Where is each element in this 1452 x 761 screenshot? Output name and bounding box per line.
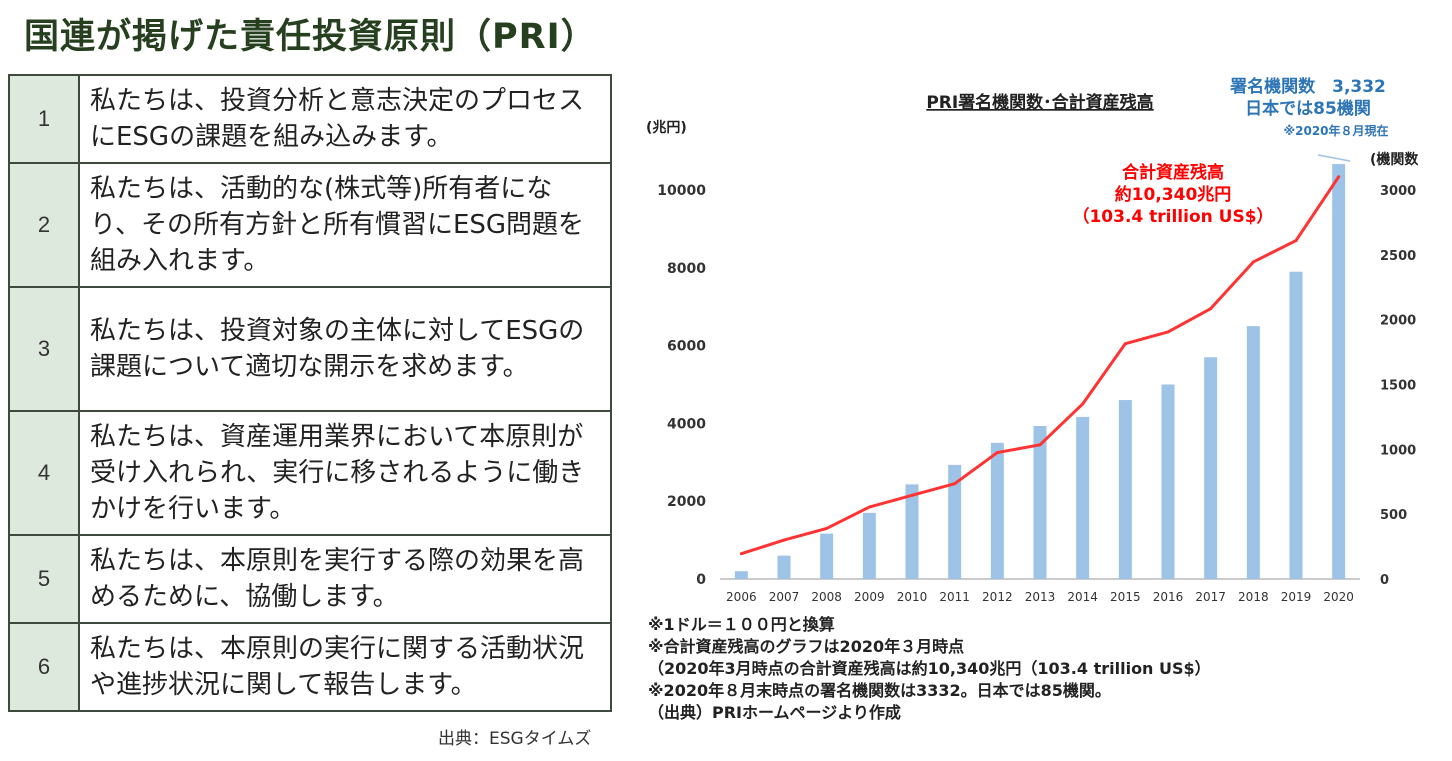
left-tick-label: 0: [696, 572, 706, 588]
x-tick-label: 2015: [1110, 590, 1141, 604]
left-tick-label: 4000: [667, 416, 706, 432]
x-tick-label: 2013: [1025, 590, 1056, 604]
principle-number: 2: [8, 162, 80, 288]
right-tick-label: 1500: [1380, 379, 1416, 394]
principles-table: 1 私たちは、投資分析と意志決定のプロセスにESGの課題を組み込みます。 2 私…: [8, 74, 612, 712]
line-point: [1251, 260, 1255, 264]
x-tick-label: 2007: [769, 590, 800, 604]
bar: [1161, 384, 1175, 579]
note-line: ※2020年８月末時点の署名機関数は3332。日本では85機関。: [648, 681, 1111, 700]
assets-annotation: 合計資産残高: [1122, 162, 1224, 183]
note-line: （2020年3月時点の合計資産残高は約10,340兆円（103.4 trilli…: [648, 659, 1211, 678]
chart-notes: ※1ドル＝１００円と換算 ※合計資産残高のグラフは2020年３月時点 （2020…: [648, 614, 1211, 724]
x-tick-label: 2017: [1195, 590, 1226, 604]
x-tick-label: 2014: [1067, 590, 1098, 604]
table-row: 3 私たちは、投資対象の主体に対してESGの課題について適切な開示を求めます。: [8, 286, 612, 412]
x-tick-label: 2009: [854, 590, 885, 604]
bar: [1118, 400, 1132, 579]
right-tick-label: 0: [1380, 573, 1389, 588]
principle-number: 3: [8, 286, 80, 412]
line-point: [782, 538, 786, 542]
table-row: 2 私たちは、活動的な(株式等)所有者になり、その所有方針と所有慣習にESG問題…: [8, 162, 612, 288]
table-row: 1 私たちは、投資分析と意志決定のプロセスにESGの課題を組み込みます。: [8, 74, 612, 164]
line-point: [1081, 402, 1085, 406]
chart-canvas: PRI署名機関数･合計資産残高 (兆円) (機関数) 0 2000 4000 6000 800…: [646, 76, 1418, 604]
principle-text: 私たちは、本原則の実行に関する活動状況や進捗状況に関して報告します。: [78, 622, 612, 712]
bar: [990, 442, 1004, 579]
line-point: [1123, 342, 1127, 346]
left-axis-label: (兆円): [646, 120, 687, 136]
x-tick-label: 2018: [1238, 590, 1269, 604]
signatories-annotation: 日本では85機関: [1245, 98, 1371, 119]
table-row: 4 私たちは、資産運用業界において本原則が受け入れられ、実行に移されるように働き…: [8, 410, 612, 536]
left-tick-label: 8000: [667, 261, 706, 277]
note-line: （出典）PRIホームページより作成: [648, 703, 901, 722]
principle-text: 私たちは、投資対象の主体に対してESGの課題について適切な開示を求めます。: [78, 286, 612, 412]
right-tick-label: 500: [1380, 508, 1407, 523]
bar: [1204, 357, 1218, 579]
principle-text: 私たちは、本原則を実行する際の効果を高めるために、協働します。: [78, 534, 612, 624]
x-tick-label: 2006: [726, 590, 757, 604]
line-point: [867, 505, 871, 509]
right-axis-label: (機関数): [1370, 151, 1418, 168]
pri-chart: PRI署名機関数･合計資産残高 (兆円) (機関数) 0 2000 4000 6000 800…: [638, 74, 1418, 619]
right-tick-label: 1000: [1380, 443, 1416, 458]
x-tick-label: 2011: [939, 590, 970, 604]
line-point: [995, 451, 999, 455]
bar: [1332, 164, 1346, 580]
signatories-note: ※2020年８月現在: [1283, 123, 1388, 138]
table-row: 6 私たちは、本原則の実行に関する活動状況や進捗状況に関して報告します。: [8, 622, 612, 712]
x-tick-label: 2008: [811, 590, 842, 604]
assets-annotation: 約10,340兆円: [1115, 184, 1232, 205]
principle-number: 6: [8, 622, 80, 712]
line-point: [825, 526, 829, 530]
bar: [905, 484, 919, 579]
principle-number: 4: [8, 410, 80, 536]
bar: [734, 571, 748, 579]
source-credit: 出典：ESGタイムズ: [438, 729, 592, 749]
line-point: [739, 552, 743, 556]
signatories-annotation: 署名機関数 3,332: [1229, 76, 1386, 97]
line-point: [953, 482, 957, 486]
bar: [820, 533, 834, 579]
x-tick-label: 2016: [1153, 590, 1184, 604]
principle-text: 私たちは、投資分析と意志決定のプロセスにESGの課題を組み込みます。: [78, 74, 612, 164]
right-tick-label: 2000: [1380, 314, 1416, 329]
x-tick-label: 2019: [1281, 590, 1312, 604]
bar: [1246, 326, 1260, 579]
principle-text: 私たちは、資産運用業界において本原則が受け入れられ、実行に移されるように働きかけ…: [78, 410, 612, 536]
note-line: ※合計資産残高のグラフは2020年３月時点: [648, 637, 965, 656]
line-point: [1337, 175, 1341, 179]
line-point: [1166, 330, 1170, 334]
line-point: [1294, 239, 1298, 243]
principle-number: 5: [8, 534, 80, 624]
right-tick-label: 2500: [1380, 249, 1416, 264]
bar: [1033, 425, 1047, 579]
bar: [1076, 416, 1090, 579]
table-row: 5 私たちは、本原則を実行する際の効果を高めるために、協働します。: [8, 534, 612, 624]
page-title: 国連が掲げた責任投資原則（PRI）: [24, 17, 597, 57]
left-tick-label: 2000: [667, 494, 706, 510]
x-tick-label: 2010: [897, 590, 928, 604]
x-tick-label: 2020: [1323, 590, 1354, 604]
left-tick-label: 10000: [657, 183, 706, 199]
bar: [862, 512, 876, 579]
bar: [1289, 271, 1303, 579]
right-tick-label: 3000: [1380, 184, 1416, 199]
bar: [777, 555, 791, 579]
chart-title: PRI署名機関数･合計資産残高: [926, 92, 1153, 113]
line-point: [910, 493, 914, 497]
note-line: ※1ドル＝１００円と換算: [648, 615, 835, 634]
annotation-pointer: [1317, 154, 1351, 162]
assets-annotation: （103.4 trillion US$）: [1072, 206, 1273, 227]
x-tick-label: 2012: [982, 590, 1013, 604]
line-point: [1209, 307, 1213, 311]
left-tick-label: 6000: [667, 339, 706, 355]
principle-number: 1: [8, 74, 80, 164]
line-point: [1038, 443, 1042, 447]
principle-text: 私たちは、活動的な(株式等)所有者になり、その所有方針と所有慣習にESG問題を組…: [78, 162, 612, 288]
bar: [948, 464, 962, 579]
